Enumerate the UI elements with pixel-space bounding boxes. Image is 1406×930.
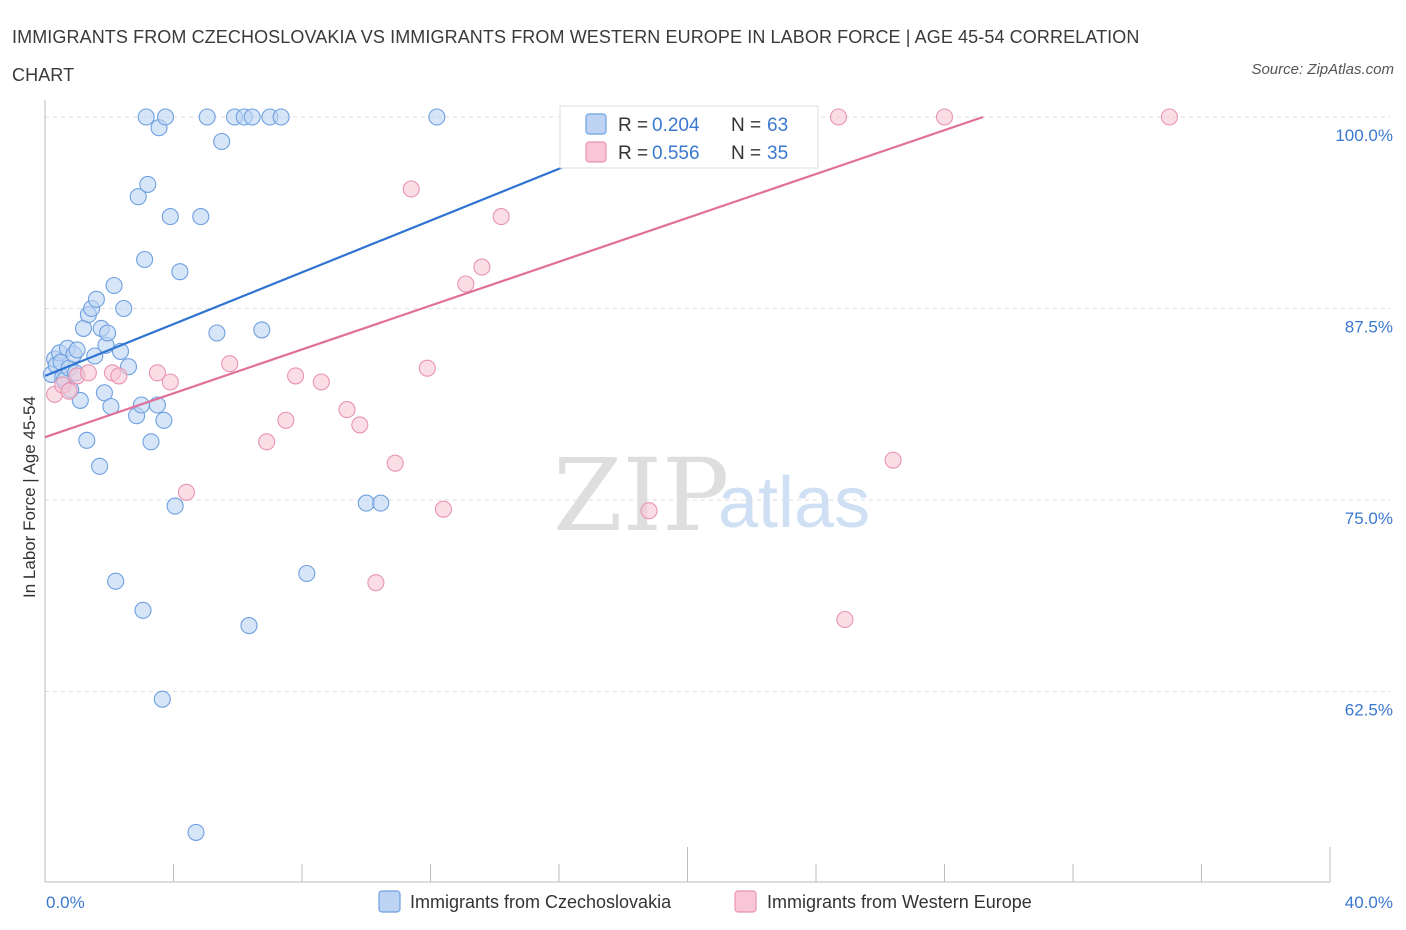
watermark-zip: ZIP [553,437,729,554]
point-czechoslovakia [87,290,105,308]
point-western-europe [402,180,420,198]
point-czechoslovakia [99,324,117,342]
chart-source: Source: ZipAtlas.com [1251,61,1394,78]
point-czechoslovakia [253,321,271,339]
watermark-atlas: atlas [718,463,870,543]
point-czechoslovakia [372,494,390,512]
x-tick-label-min: 0.0% [46,893,85,912]
point-czechoslovakia [187,823,205,841]
point-czechoslovakia [91,457,109,475]
point-czechoslovakia [68,341,86,359]
point-western-europe [492,208,510,226]
point-western-europe [935,108,954,126]
y-tick-labels: 100.0% 87.5% 75.0% 62.5% [1335,126,1393,720]
point-western-europe [836,610,854,629]
bottom-legend-label-czechoslovakia: Immigrants from Czechoslovakia [410,892,672,912]
point-czechoslovakia [153,690,171,708]
point-czechoslovakia [155,411,173,429]
legend-n-value-1: 63 [767,115,788,136]
point-western-europe [148,364,166,382]
bottom-legend-swatch-czechoslovakia [378,890,401,913]
x-tick-label-max: 40.0% [1345,893,1393,912]
bottom-legend-swatch-western-europe [734,890,757,913]
legend-r-label-1: R = [618,115,648,136]
gridlines [45,116,1390,692]
axes [44,100,1331,883]
point-czechoslovakia [298,564,316,583]
point-czechoslovakia [428,108,446,126]
point-western-europe [829,108,848,126]
point-western-europe [161,373,179,391]
point-western-europe [1160,108,1178,126]
point-western-europe [60,382,78,400]
point-western-europe [312,373,330,391]
point-czechoslovakia [95,384,113,402]
point-czechoslovakia [161,208,179,226]
point-western-europe [351,416,369,434]
y-tick-label: 62.5% [1345,701,1393,720]
point-western-europe [338,401,356,419]
point-czechoslovakia [208,324,226,342]
y-tick-label: 87.5% [1345,318,1393,337]
legend-n-value-2: 35 [767,143,788,164]
point-czechoslovakia [192,208,210,226]
point-czechoslovakia [171,263,189,281]
point-western-europe [258,433,276,451]
point-western-europe [386,454,404,472]
point-czechoslovakia [240,617,258,635]
point-czechoslovakia [115,299,133,318]
point-western-europe [287,367,305,385]
point-czechoslovakia [105,276,123,295]
point-western-europe [473,258,491,276]
point-czechoslovakia [137,108,155,126]
point-western-europe [418,359,436,377]
y-axis-label: In Labor Force | Age 45-54 [20,396,39,598]
point-czechoslovakia [272,108,290,126]
legend-r-value-2: 0.556 [652,143,700,164]
legend-swatch-western-europe [585,141,607,163]
legend-n-label-2: N = [731,143,761,164]
y-tick-label: 75.0% [1345,509,1393,528]
point-czechoslovakia [78,431,96,449]
bottom-legend-label-western-europe: Immigrants from Western Europe [767,892,1032,912]
point-czechoslovakia [134,601,152,619]
point-western-europe [884,451,902,469]
point-western-europe [640,502,658,520]
point-western-europe [177,483,195,501]
point-czechoslovakia [71,391,89,409]
point-western-europe [110,367,128,385]
point-czechoslovakia [166,497,184,515]
legend-n-label-1: N = [731,115,761,136]
point-czechoslovakia [139,175,157,193]
y-tick-label: 100.0% [1335,126,1393,145]
legend-swatch-czechoslovakia [585,113,607,135]
point-czechoslovakia [136,250,154,269]
series-czechoslovakia-points [42,108,446,841]
point-western-europe [277,411,295,429]
legend-box: R = 0.204 N = 63 R = 0.556 N = 35 [559,105,819,169]
chart-title: IMMIGRANTS FROM CZECHOSLOVAKIA VS IMMIGR… [12,27,1140,85]
series-western-europe-points [46,108,1178,629]
point-western-europe [221,355,239,373]
point-western-europe [367,574,385,592]
point-western-europe [79,364,97,382]
point-czechoslovakia [213,132,231,151]
point-western-europe [434,500,452,518]
bottom-legend: Immigrants from Czechoslovakia Immigrant… [378,890,1032,913]
legend-r-value-1: 0.204 [652,115,700,136]
point-czechoslovakia [142,433,160,451]
point-czechoslovakia [107,572,125,590]
trend-line-western-europe [44,115,984,439]
point-czechoslovakia [129,188,147,206]
point-czechoslovakia [198,108,216,126]
point-czechoslovakia [156,108,175,126]
legend-r-label-2: R = [618,143,648,164]
point-czechoslovakia [243,108,261,126]
point-czechoslovakia [357,494,375,512]
point-western-europe [457,275,475,293]
